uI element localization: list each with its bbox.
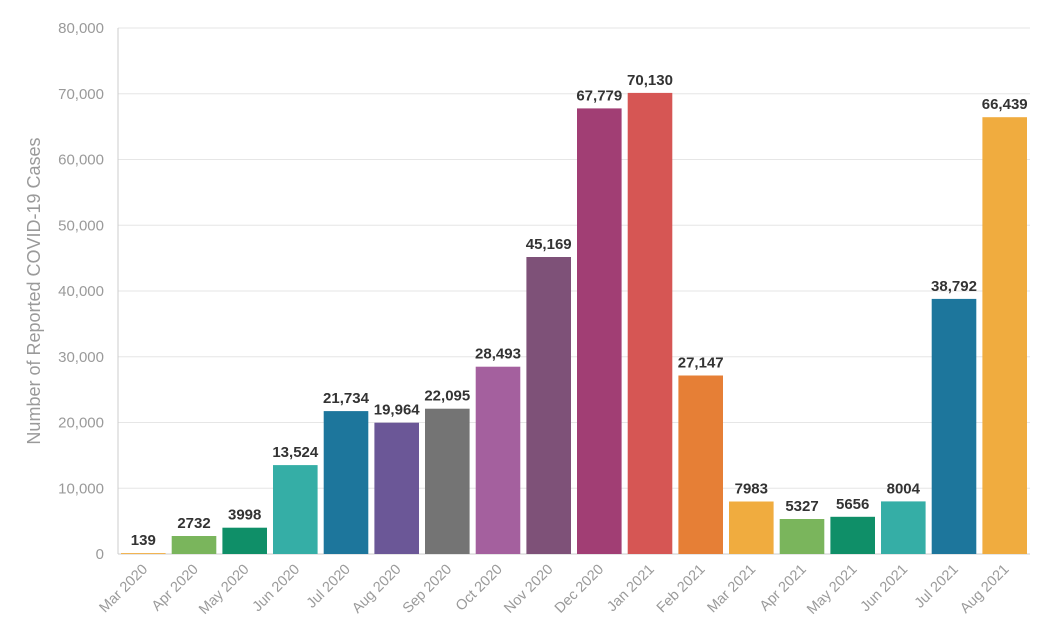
data-label: 22,095 (424, 388, 470, 405)
x-tick-label: Oct 2020 (453, 562, 506, 615)
bar (627, 92, 673, 555)
data-label: 139 (131, 532, 156, 549)
data-label: 8004 (887, 480, 921, 497)
bar (222, 527, 267, 554)
x-tick-label: Apr 2021 (757, 562, 810, 615)
bar (982, 117, 1027, 554)
y-tick-label: 40,000 (58, 283, 104, 300)
x-tick-label: Jul 2020 (304, 562, 354, 612)
y-tick-label: 80,000 (58, 20, 104, 37)
data-label: 2732 (177, 515, 210, 532)
bar (374, 422, 419, 554)
bars (121, 92, 1027, 555)
y-axis-title: Number of Reported COVID-19 Cases (24, 137, 44, 444)
x-tick-label: May 2021 (804, 562, 860, 618)
x-tick-label: Aug 2021 (957, 562, 1012, 617)
y-tick-label: 60,000 (58, 152, 104, 169)
x-tick-label: Jul 2021 (912, 562, 962, 612)
data-label: 38,792 (931, 278, 977, 295)
bar (931, 298, 977, 554)
bar (526, 257, 571, 554)
x-tick-label: Jun 2020 (250, 562, 304, 616)
x-tick-label: Jan 2021 (604, 562, 658, 616)
y-tick-label: 20,000 (58, 415, 104, 432)
y-tick-label: 10,000 (58, 480, 104, 497)
bar (323, 411, 369, 554)
y-tick-label: 70,000 (58, 86, 104, 103)
data-label: 3998 (228, 507, 261, 524)
bar (475, 366, 521, 554)
data-label: 21,734 (323, 390, 370, 407)
bar (273, 465, 318, 554)
bar (729, 501, 774, 554)
data-label: 28,493 (475, 346, 521, 363)
gridlines (118, 27, 1030, 489)
data-label: 27,147 (678, 355, 724, 372)
x-tick-label: Mar 2020 (96, 562, 151, 617)
bar (830, 516, 875, 554)
y-axis-ticks: 0 10,000 20,000 30,000 40,000 50,000 60,000 70,… (58, 20, 104, 563)
bar (678, 375, 723, 554)
data-label: 13,524 (272, 444, 319, 461)
x-tick-label: Sep 2020 (400, 562, 455, 617)
data-label: 67,779 (576, 87, 622, 104)
bar (121, 553, 166, 554)
y-tick-label: 50,000 (58, 217, 104, 234)
x-tick-label: Feb 2021 (654, 562, 709, 617)
data-label: 5327 (785, 498, 818, 515)
data-label: 19,964 (374, 402, 421, 419)
x-tick-label: Aug 2020 (349, 562, 404, 617)
bar (577, 108, 622, 555)
data-label: 66,439 (982, 96, 1028, 113)
x-tick-label: Apr 2020 (149, 562, 202, 615)
x-tick-label: Jun 2021 (858, 562, 912, 616)
data-label: 45,169 (526, 236, 572, 253)
bar (881, 501, 926, 554)
y-tick-label: 0 (96, 546, 104, 563)
data-label: 5656 (836, 496, 869, 513)
bar (425, 408, 470, 554)
data-label: 70,130 (627, 72, 673, 89)
bar (779, 519, 825, 554)
x-tick-label: Dec 2020 (552, 562, 607, 617)
x-tick-label: May 2020 (196, 562, 252, 618)
data-label: 7983 (735, 481, 768, 498)
x-tick-label: Nov 2020 (501, 562, 556, 617)
y-tick-label: 30,000 (58, 349, 104, 366)
x-tick-label: Mar 2021 (704, 562, 759, 617)
bar (171, 536, 217, 554)
